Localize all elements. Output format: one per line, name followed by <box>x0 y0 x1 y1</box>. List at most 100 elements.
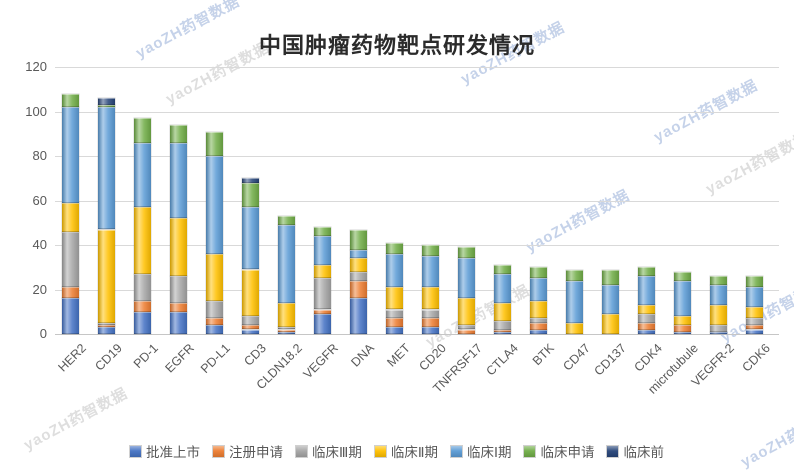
bar-segment-临床前 <box>97 98 115 106</box>
bar-segment-临床Ⅰ期 <box>169 142 187 219</box>
x-tick-label: CD3 <box>241 341 269 369</box>
bar-segment-临床Ⅱ期 <box>709 305 727 326</box>
bar-segment-临床申请 <box>205 131 223 157</box>
x-tick-label: CD19 <box>92 341 125 374</box>
y-tick-label: 120 <box>25 59 47 75</box>
legend-item: 注册申请 <box>213 441 283 461</box>
bar-segment-临床申请 <box>601 269 619 286</box>
bar-segment-临床申请 <box>133 118 151 143</box>
bar-segment-注册申请 <box>133 300 151 312</box>
x-tick-label: CD20 <box>416 341 449 374</box>
bar-segment-临床Ⅲ期 <box>241 316 259 326</box>
bar-segment-批准上市 <box>169 311 187 334</box>
x-tick-label: CTLA4 <box>483 341 521 379</box>
y-tick-label: 20 <box>32 281 47 297</box>
bar-segment-注册申请 <box>277 329 295 332</box>
bar-segment-注册申请 <box>349 280 367 299</box>
bar-segment-临床Ⅱ期 <box>385 287 403 310</box>
x-tick-label: HER2 <box>55 341 89 375</box>
legend-label: 临床申请 <box>540 445 595 460</box>
legend-label: 临床前 <box>623 445 664 460</box>
bar-segment-临床Ⅱ期 <box>457 298 475 326</box>
bar-segment-批准上市 <box>349 298 367 334</box>
bar-segment-临床Ⅲ期 <box>529 318 547 323</box>
bar-segment-注册申请 <box>745 325 763 330</box>
bar-segment-临床Ⅲ期 <box>457 325 475 330</box>
bar-segment-临床Ⅰ期 <box>565 280 583 323</box>
bar-segment-临床申请 <box>277 216 295 226</box>
bar-segment-批准上市 <box>313 314 331 334</box>
legend-label: 批准上市 <box>146 445 201 460</box>
bar-segment-临床申请 <box>457 247 475 259</box>
x-tick-label: CDK4 <box>631 341 665 375</box>
bar-segment-临床Ⅰ期 <box>277 225 295 303</box>
bar-segment-批准上市 <box>385 327 403 334</box>
bar-segment-临床Ⅱ期 <box>97 229 115 323</box>
bar-segment-临床申请 <box>349 229 367 250</box>
grid-line <box>55 111 779 113</box>
bar-segment-临床Ⅰ期 <box>529 278 547 301</box>
bar-segment-临床Ⅲ期 <box>277 327 295 330</box>
bar-segment-临床Ⅰ期 <box>133 142 151 208</box>
bar-segment-批准上市 <box>709 331 727 334</box>
bar-segment-临床Ⅱ期 <box>133 207 151 274</box>
bar-segment-临床Ⅱ期 <box>61 202 79 232</box>
x-tick-label: VEGFR <box>300 341 341 382</box>
y-tick-label: 0 <box>39 326 47 341</box>
x-tick-label: CD137 <box>591 341 629 379</box>
bar-segment-临床申请 <box>493 265 511 274</box>
legend-label: 注册申请 <box>229 445 284 460</box>
bar-segment-批准上市 <box>241 329 259 334</box>
bar-segment-临床Ⅱ期 <box>493 302 511 321</box>
grid-line <box>55 156 779 158</box>
bar-segment-临床Ⅰ期 <box>349 249 367 259</box>
bar-segment-注册申请 <box>385 318 403 328</box>
legend-item: 临床Ⅱ期 <box>374 441 438 461</box>
bar-segment-临床Ⅲ期 <box>133 274 151 301</box>
bar-segment-临床Ⅲ期 <box>637 314 655 323</box>
bar-segment-注册申请 <box>421 318 439 328</box>
x-tick-label: BTK <box>529 341 557 369</box>
x-tick-label: PD-L1 <box>197 341 233 376</box>
bar-segment-临床Ⅰ期 <box>457 258 475 299</box>
grid-line <box>55 200 779 202</box>
legend-item: 临床Ⅲ期 <box>296 441 362 461</box>
bar-segment-临床Ⅰ期 <box>493 274 511 303</box>
bar-segment-批准上市 <box>673 331 691 334</box>
bar-segment-临床Ⅱ期 <box>637 305 655 314</box>
x-tick-label: MET <box>384 341 413 370</box>
bar-segment-批准上市 <box>637 329 655 334</box>
x-tick-label: CD47 <box>560 341 593 374</box>
bar-segment-临床Ⅰ期 <box>241 207 259 270</box>
bar-segment-注册申请 <box>637 322 655 330</box>
bar-segment-临床Ⅰ期 <box>61 107 79 203</box>
bar-segment-临床Ⅱ期 <box>277 302 295 328</box>
bar-segment-临床Ⅲ期 <box>349 271 367 281</box>
bar-segment-临床Ⅱ期 <box>169 218 187 277</box>
bar-segment-临床Ⅲ期 <box>313 278 331 310</box>
bar-segment-临床Ⅱ期 <box>601 314 619 334</box>
legend-swatch <box>524 445 536 457</box>
bar-segment-临床Ⅰ期 <box>205 156 223 254</box>
bar-segment-批准上市 <box>493 331 511 334</box>
legend-swatch <box>374 445 386 457</box>
bar-segment-注册申请 <box>493 329 511 332</box>
bar-segment-临床申请 <box>97 105 115 108</box>
grid-line <box>55 245 779 247</box>
bar-segment-批准上市 <box>277 331 295 334</box>
bar-segment-临床Ⅱ期 <box>673 316 691 326</box>
x-tick-label: CDK6 <box>739 341 773 375</box>
bar-segment-注册申请 <box>97 325 115 328</box>
legend-swatch <box>296 445 308 457</box>
y-tick-label: 40 <box>32 237 47 253</box>
legend-swatch <box>450 445 462 457</box>
bar-segment-临床Ⅲ期 <box>169 276 187 303</box>
bar-segment-注册申请 <box>457 329 475 334</box>
legend-item: 临床前 <box>607 441 664 461</box>
bar-segment-临床申请 <box>61 94 79 108</box>
bar-segment-临床申请 <box>709 276 727 286</box>
bar-segment-临床Ⅱ期 <box>421 287 439 310</box>
legend-label: 临床Ⅱ期 <box>390 445 438 460</box>
bar-segment-注册申请 <box>529 322 547 330</box>
